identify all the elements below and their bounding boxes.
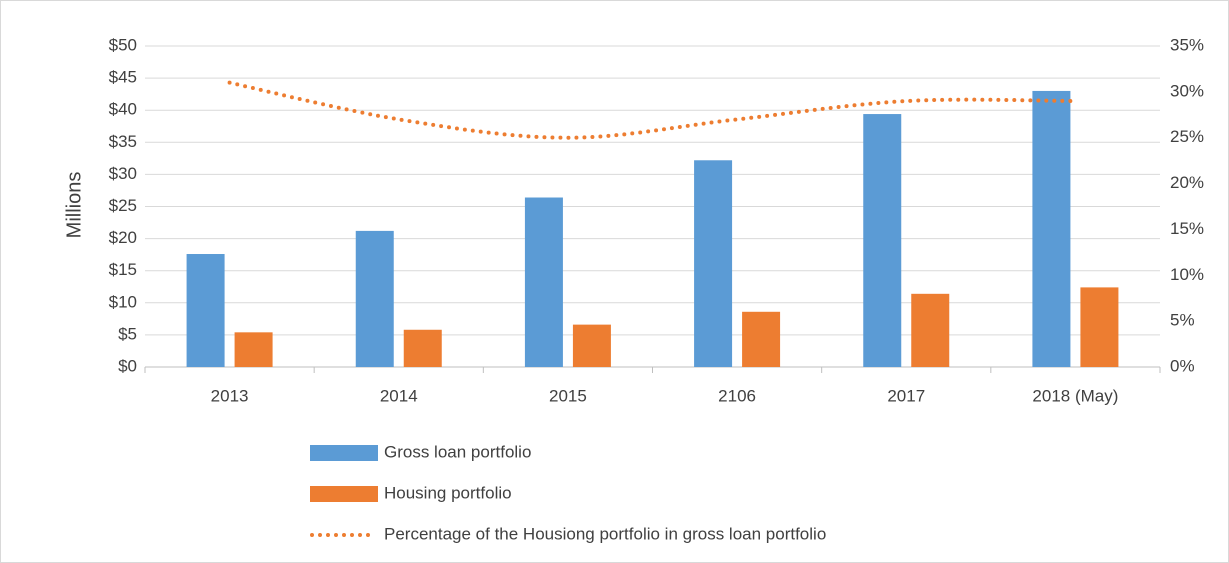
bar: [694, 160, 733, 367]
bar: [1080, 287, 1119, 367]
legend-label: Gross loan portfolio: [384, 442, 531, 461]
legend-label: Housing portfolio: [384, 483, 512, 502]
y2-tick-label: 25%: [1170, 127, 1204, 146]
x-tick-label: 2106: [718, 386, 756, 405]
x-tick-label: 2018 (May): [1032, 386, 1118, 405]
bar: [524, 197, 563, 367]
line-series: [227, 80, 1078, 140]
legend-swatch: [310, 486, 378, 502]
y-tick-label: $50: [109, 35, 137, 54]
legend-swatch: [310, 445, 378, 461]
y-tick-label: $35: [109, 132, 137, 151]
y-tick-label: $20: [109, 228, 137, 247]
bar: [572, 324, 611, 367]
y-tick-label: $45: [109, 68, 137, 87]
y2-tick-label: 0%: [1170, 356, 1195, 375]
y-tick-label: $0: [118, 356, 137, 375]
bar: [911, 293, 950, 367]
bar: [186, 254, 225, 367]
bar: [355, 230, 394, 367]
y-axis-label: Millions: [63, 172, 85, 239]
y-tick-label: $15: [109, 260, 137, 279]
bar: [403, 329, 442, 367]
y2-tick-label: 15%: [1170, 219, 1204, 238]
bar: [742, 311, 781, 367]
y-tick-label: $30: [109, 164, 137, 183]
y2-tick-label: 10%: [1170, 265, 1204, 284]
y2-tick-label: 35%: [1170, 35, 1204, 54]
y-tick-label: $25: [109, 196, 137, 215]
y2-tick-label: 20%: [1170, 173, 1204, 192]
y-tick-label: $40: [109, 100, 137, 119]
legend-label: Percentage of the Housiong portfolio in …: [384, 524, 826, 543]
x-tick-label: 2017: [887, 386, 925, 405]
bar: [863, 114, 902, 367]
x-tick-label: 2013: [211, 386, 249, 405]
x-tick-label: 2015: [549, 386, 587, 405]
bar: [234, 332, 273, 367]
y-tick-label: $5: [118, 324, 137, 343]
bar: [1032, 90, 1071, 367]
y2-tick-label: 30%: [1170, 81, 1204, 100]
y2-tick-label: 5%: [1170, 311, 1195, 330]
x-tick-label: 2014: [380, 386, 418, 405]
y-tick-label: $10: [109, 292, 137, 311]
